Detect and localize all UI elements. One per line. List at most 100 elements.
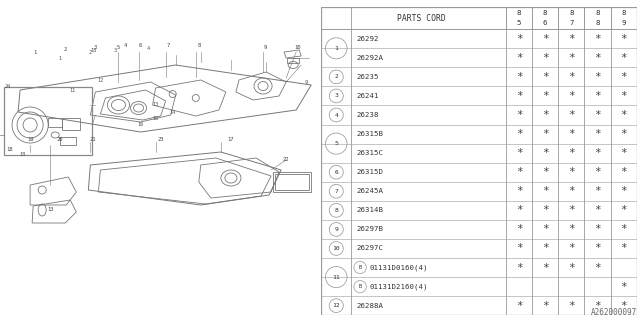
Text: 6: 6: [334, 170, 338, 175]
Text: *: *: [542, 91, 548, 101]
Text: 10: 10: [294, 45, 300, 50]
Text: 17: 17: [228, 137, 234, 142]
Text: *: *: [620, 129, 627, 139]
Text: 26315B: 26315B: [356, 131, 383, 137]
Text: *: *: [516, 34, 522, 44]
Text: 2: 2: [334, 74, 338, 79]
Text: *: *: [568, 53, 575, 63]
Text: 8: 8: [595, 20, 600, 26]
Text: *: *: [542, 110, 548, 120]
Text: *: *: [542, 205, 548, 215]
Text: *: *: [516, 72, 522, 82]
Text: 4: 4: [334, 113, 338, 117]
Text: 12: 12: [332, 303, 340, 308]
Text: *: *: [620, 167, 627, 177]
Text: 18: 18: [90, 47, 97, 52]
Text: 6: 6: [139, 43, 142, 48]
Text: *: *: [620, 224, 627, 235]
Text: *: *: [516, 110, 522, 120]
Text: *: *: [620, 205, 627, 215]
Bar: [48, 118, 62, 127]
Text: *: *: [516, 224, 522, 235]
Text: *: *: [595, 53, 601, 63]
Text: 9: 9: [334, 227, 338, 232]
Text: *: *: [568, 205, 575, 215]
Bar: [273, 172, 311, 192]
Text: *: *: [620, 282, 627, 292]
Text: 10: 10: [332, 246, 340, 251]
Text: 19: 19: [27, 137, 33, 142]
Text: *: *: [568, 34, 575, 44]
Text: 20: 20: [57, 137, 63, 142]
Text: *: *: [595, 91, 601, 101]
Text: *: *: [620, 301, 627, 311]
Text: *: *: [595, 167, 601, 177]
Text: 11: 11: [332, 275, 340, 280]
Text: *: *: [516, 186, 522, 196]
Text: 9: 9: [305, 79, 308, 84]
Text: *: *: [542, 167, 548, 177]
Text: *: *: [620, 244, 627, 253]
Text: 01131D2160(4): 01131D2160(4): [369, 283, 428, 290]
Text: *: *: [516, 129, 522, 139]
Text: *: *: [516, 244, 522, 253]
Text: *: *: [542, 262, 548, 273]
Text: *: *: [516, 205, 522, 215]
Text: *: *: [568, 148, 575, 158]
Text: B: B: [358, 284, 362, 289]
Text: *: *: [542, 34, 548, 44]
Text: *: *: [568, 129, 575, 139]
Text: *: *: [595, 205, 601, 215]
Text: 3: 3: [334, 93, 338, 99]
Text: 1: 1: [59, 55, 62, 60]
Bar: [4, 87, 92, 155]
Text: *: *: [516, 91, 522, 101]
Text: 6: 6: [543, 20, 547, 26]
Text: *: *: [568, 262, 575, 273]
Text: *: *: [516, 262, 522, 273]
Text: 3: 3: [114, 47, 117, 52]
Text: 8: 8: [595, 10, 600, 16]
Text: *: *: [595, 148, 601, 158]
Bar: [60, 137, 76, 145]
Text: 8: 8: [516, 10, 521, 16]
Text: 26245A: 26245A: [356, 188, 383, 194]
Text: *: *: [595, 72, 601, 82]
Text: 4: 4: [147, 45, 150, 51]
Text: 1: 1: [33, 50, 36, 55]
Text: 21: 21: [89, 137, 95, 142]
Text: *: *: [516, 148, 522, 158]
Text: 11: 11: [69, 87, 76, 92]
Text: *: *: [542, 148, 548, 158]
Bar: [275, 174, 309, 190]
Text: 14: 14: [170, 109, 176, 115]
Text: *: *: [595, 110, 601, 120]
Text: 3: 3: [93, 45, 97, 50]
Text: *: *: [542, 244, 548, 253]
Text: B: B: [358, 265, 362, 270]
Text: PARTS CORD: PARTS CORD: [397, 14, 445, 23]
Text: *: *: [516, 301, 522, 311]
Text: 01131D0160(4): 01131D0160(4): [369, 264, 428, 271]
Text: *: *: [542, 186, 548, 196]
Text: 9: 9: [264, 45, 267, 50]
Text: *: *: [620, 148, 627, 158]
Text: 26297C: 26297C: [356, 245, 383, 252]
Text: 26292A: 26292A: [356, 55, 383, 61]
Text: 13: 13: [47, 207, 54, 212]
Text: 16: 16: [138, 123, 144, 127]
Text: *: *: [516, 53, 522, 63]
Text: 8: 8: [543, 10, 547, 16]
Text: 26292: 26292: [356, 36, 378, 42]
Text: 7: 7: [334, 189, 338, 194]
Text: 26235: 26235: [356, 74, 378, 80]
Text: 22: 22: [283, 157, 289, 162]
Text: *: *: [568, 224, 575, 235]
Text: 8: 8: [197, 43, 200, 48]
Text: 26315C: 26315C: [356, 150, 383, 156]
Text: 8: 8: [569, 10, 573, 16]
Text: 1: 1: [334, 46, 338, 51]
Text: *: *: [568, 72, 575, 82]
Text: 4: 4: [124, 43, 127, 48]
Text: 12: 12: [97, 77, 104, 83]
